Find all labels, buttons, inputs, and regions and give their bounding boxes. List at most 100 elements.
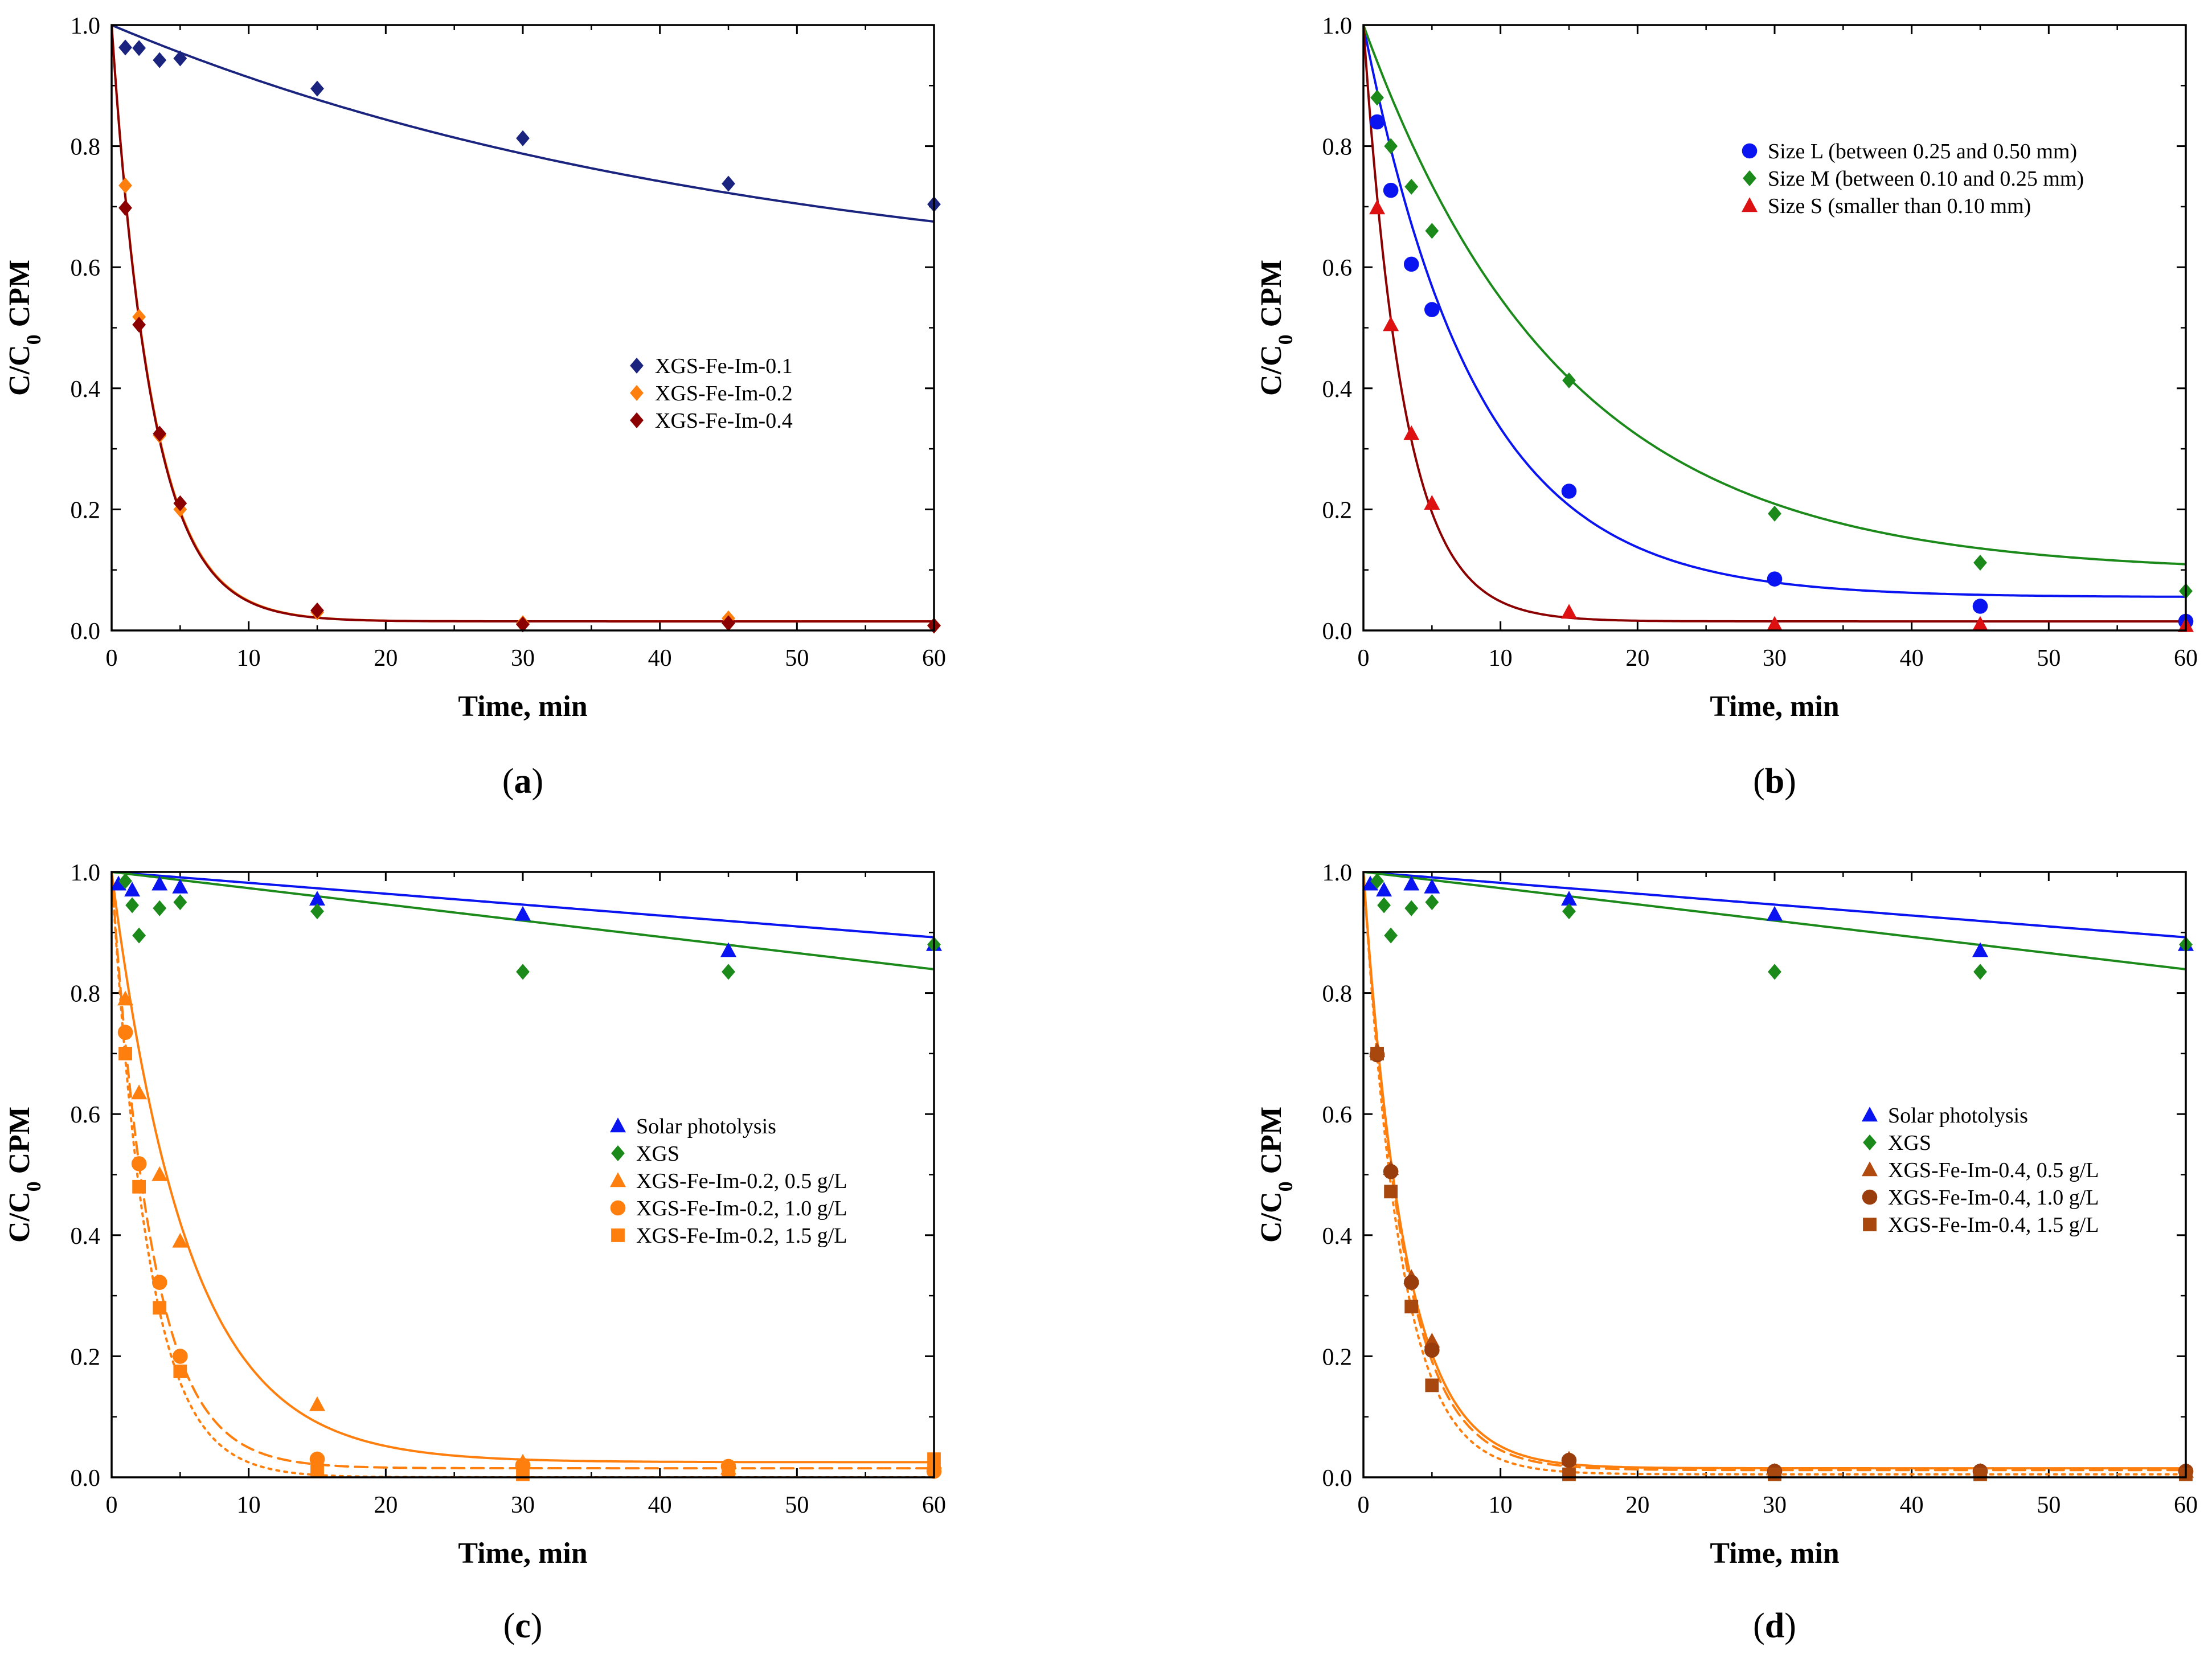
data-point [1424,1342,1440,1358]
y-tick-label: 0.6 [71,1102,101,1128]
plot-area [112,25,934,623]
data-point [1561,1452,1577,1468]
chart-panel-c: 0 10 20 30 40 50 60 0.0 0.2 0.4 0.6 0.8 1.0 Time, min… [3,860,946,1645]
data-point [1973,964,1987,980]
panel-label-letter: b [1765,762,1784,801]
y-axis-label-main: C/C [1255,345,1288,396]
panel-label-letter: c [515,1607,531,1645]
legend: Solar photolysis XGS XGS-Fe-Im-0.2, 0.5 g/… [610,1115,847,1248]
data-point [173,894,187,911]
legend-marker [630,412,644,428]
data-point [1768,1467,1781,1481]
data-point [173,495,187,511]
data-point [1362,875,1379,891]
y-tick-label: 0.2 [1322,497,1353,523]
legend-marker [630,385,644,401]
series-size-m-between-0-10-and-0-25-mm [1370,89,2193,599]
data-point [1768,964,1781,980]
data-point [151,1166,168,1181]
data-point [1424,495,1440,510]
legend-label: Solar photolysis [1888,1104,2028,1128]
data-point [110,875,127,891]
fit-curve-xgs-fe-im-0-4-1-0-g-l [1363,872,2186,1472]
series-xgs-fe-im-0-2-1-5-g-l [118,1047,941,1481]
chart-panel-b: 0 10 20 30 40 50 60 0.0 0.2 0.4 0.6 0.8 1.0 Time, min… [1255,13,2198,801]
y-tick-label: 0.4 [1322,376,1353,403]
data-point [118,177,132,194]
series-solar-photolysis [110,875,942,957]
legend-marker [630,358,644,374]
data-point [1425,1378,1439,1392]
x-tick-label: 0 [106,1492,118,1518]
y-axis-label-subscript: 0 [1274,1181,1297,1191]
legend-marker [610,1117,626,1133]
y-tick-label: 0.8 [71,134,101,161]
data-point [1767,616,1783,631]
data-point [1403,425,1420,440]
data-point [153,425,167,442]
data-point [1377,897,1391,914]
data-point [722,175,735,192]
panel-label: (a) [502,762,543,801]
data-point [722,1464,735,1478]
data-point [1370,872,1384,889]
y-tick-label: 0.6 [1322,255,1353,281]
data-point [131,1084,148,1100]
data-point [172,1232,189,1248]
y-tick-label: 1.0 [71,860,101,886]
data-point [118,872,132,889]
data-point [1384,927,1398,944]
x-tick-label: 20 [374,1492,398,1518]
data-point [172,878,189,894]
data-point [132,927,146,944]
data-point [1370,89,1384,106]
data-point [1561,484,1577,499]
x-tick-label: 20 [1625,1492,1649,1518]
x-tick-label: 40 [1900,1492,1924,1518]
data-point [1369,114,1385,130]
series-xgs [1370,872,2193,980]
fit-curve-size-s-smaller-than-0-10-mm [1363,25,2186,623]
data-point [1561,604,1577,619]
y-axis-label: C/C0 CPM [1255,1107,1297,1243]
data-point [310,1463,324,1477]
legend-marker [1863,1134,1877,1150]
data-point [1767,906,1783,921]
panel-label-close: ) [531,1607,543,1645]
data-point [132,317,146,333]
data-point [118,200,132,216]
x-tick-label: 30 [1763,1492,1787,1518]
fit-curve-xgs-fe-im-0-4 [112,25,934,623]
series-xgs-fe-im-0-2-1-0-g-l [117,1025,942,1479]
data-point [173,50,187,67]
legend-label: XGS-Fe-Im-0.2, 0.5 g/L [636,1169,847,1193]
data-point [151,1275,167,1291]
data-point [516,1467,530,1481]
legend-item: XGS [611,1142,679,1166]
data-point [1561,891,1577,906]
x-axis-label: Time, min [458,690,587,723]
x-tick-label: 20 [1625,645,1649,671]
data-point [1369,199,1386,215]
y-axis-label-main: C/C [3,345,36,396]
data-point [1383,182,1399,198]
legend-item: XGS-Fe-Im-0.2, 1.0 g/L [610,1197,847,1220]
data-point [1404,178,1419,195]
series-size-s-smaller-than-0-10-mm [1369,199,2194,632]
x-tick-label: 0 [106,645,118,671]
plot-frame [1362,871,2187,1478]
y-tick-label: 0.8 [1322,981,1353,1007]
data-point [151,875,168,891]
x-tick-label: 10 [1489,645,1513,671]
legend-label: XGS-Fe-Im-0.4 [655,409,793,433]
x-tick-label: 30 [511,1492,535,1518]
legend-label: Solar photolysis [636,1115,776,1138]
data-point [1767,571,1783,587]
legend-item: XGS-Fe-Im-0.4, 0.5 g/L [1862,1158,2099,1182]
legend-item: Solar photolysis [610,1115,776,1138]
data-point [1383,316,1399,331]
data-point [310,80,324,97]
data-point [1562,903,1576,920]
series-xgs [118,872,941,980]
y-axis-label-main: C/C [3,1191,36,1243]
